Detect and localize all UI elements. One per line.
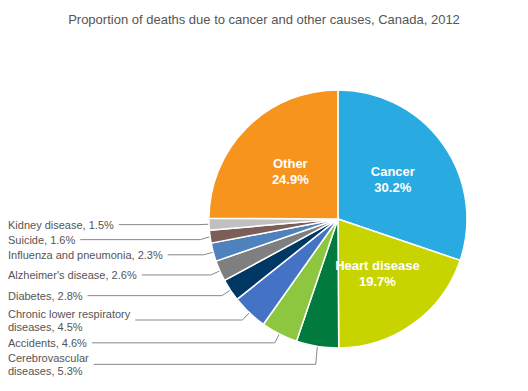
svg-text:diseases, 4.5%: diseases, 4.5% — [8, 321, 83, 333]
svg-text:Kidney disease, 1.5%: Kidney disease, 1.5% — [8, 219, 114, 231]
svg-text:30.2%: 30.2% — [374, 180, 411, 195]
svg-text:Other: Other — [273, 156, 308, 171]
svg-text:Chronic lower respiratory: Chronic lower respiratory — [8, 308, 131, 320]
svg-text:Diabetes, 2.8%: Diabetes, 2.8% — [8, 290, 83, 302]
svg-text:Proportion of deaths due to ca: Proportion of deaths due to cancer and o… — [68, 12, 460, 27]
svg-text:Alzheimer's disease, 2.6%: Alzheimer's disease, 2.6% — [8, 269, 137, 281]
svg-text:Cancer: Cancer — [371, 164, 415, 179]
svg-text:19.7%: 19.7% — [359, 274, 396, 289]
svg-text:Cerebrovascular: Cerebrovascular — [8, 352, 89, 364]
svg-text:Accidents, 4.6%: Accidents, 4.6% — [8, 337, 87, 349]
svg-text:Heart disease: Heart disease — [335, 258, 420, 273]
svg-text:diseases, 5.3%: diseases, 5.3% — [8, 365, 83, 377]
svg-text:Influenza and pneumonia, 2.3%: Influenza and pneumonia, 2.3% — [8, 249, 163, 261]
svg-text:24.9%: 24.9% — [272, 172, 309, 187]
svg-text:Suicide, 1.6%: Suicide, 1.6% — [8, 234, 75, 246]
